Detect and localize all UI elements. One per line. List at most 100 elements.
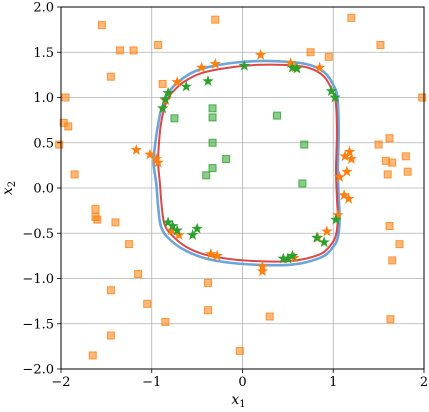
- y-axis-label: x2: [0, 181, 18, 195]
- point-s1-12: [339, 150, 351, 162]
- point-s0-25: [204, 306, 213, 315]
- point-s0-38: [418, 93, 427, 102]
- point-s1-14: [341, 165, 353, 177]
- point-s2-4: [208, 138, 217, 147]
- point-s0-11: [64, 122, 73, 131]
- point-s0-37: [374, 140, 383, 149]
- y-tick-label-8: 2.0: [33, 1, 54, 16]
- point-s3-13: [191, 222, 203, 234]
- point-s0-20: [143, 299, 152, 308]
- x-axis-label: x1: [231, 392, 245, 410]
- point-s0-34: [381, 156, 390, 165]
- x-tick-label-4: 2: [420, 375, 428, 390]
- point-s0-1: [115, 46, 124, 55]
- point-s1-26: [342, 192, 355, 204]
- point-s0-24: [204, 279, 213, 288]
- point-s0-19: [106, 286, 115, 295]
- x-tick-label-3: 1: [329, 375, 337, 390]
- point-s0-0: [97, 21, 106, 30]
- point-s1-16: [166, 224, 178, 236]
- point-s3-8: [325, 85, 338, 97]
- point-s3-3: [180, 80, 192, 92]
- boundary-curve-1: [157, 63, 339, 263]
- point-s1-6: [313, 61, 326, 73]
- point-s1-19: [211, 249, 223, 261]
- point-s2-1: [208, 113, 217, 122]
- data-points: [55, 13, 427, 360]
- point-s1-10: [150, 153, 162, 164]
- point-s0-32: [403, 167, 412, 176]
- point-s3-4: [202, 75, 214, 87]
- point-s1-27: [338, 189, 350, 201]
- point-s2-6: [222, 155, 231, 164]
- y-axis-label-subscript: 2: [7, 181, 18, 187]
- y-tick-label-6: 1.0: [33, 91, 54, 106]
- y-tick-label-1: −1.5: [22, 317, 54, 332]
- point-s1-0: [209, 58, 221, 69]
- x-tick-label-1: −1: [142, 375, 161, 390]
- point-s3-17: [286, 249, 299, 261]
- point-s0-28: [386, 315, 395, 324]
- point-s0-8: [158, 79, 167, 88]
- point-s3-0: [156, 102, 169, 114]
- point-s0-35: [401, 152, 410, 161]
- point-s0-3: [154, 41, 163, 50]
- point-s1-13: [345, 153, 358, 164]
- point-s1-21: [256, 265, 269, 277]
- point-s2-9: [298, 179, 307, 188]
- point-s1-11: [152, 156, 164, 168]
- point-s3-1: [159, 93, 172, 105]
- point-s0-6: [376, 41, 385, 50]
- point-s2-3: [272, 111, 281, 120]
- point-s0-17: [125, 240, 134, 249]
- point-s0-31: [385, 222, 394, 231]
- boundary-curves: [152, 59, 341, 267]
- y-tick-label-0: −2.0: [22, 363, 54, 378]
- y-tick-label-4: 0.0: [33, 182, 54, 197]
- point-s0-26: [265, 312, 274, 321]
- point-s1-18: [205, 248, 217, 259]
- point-s3-15: [277, 252, 290, 264]
- point-s0-40: [324, 52, 333, 61]
- point-s2-2: [170, 114, 179, 123]
- point-s1-9: [144, 148, 156, 160]
- point-s2-0: [208, 104, 217, 113]
- point-s0-36: [385, 134, 394, 143]
- point-s3-16: [282, 252, 294, 264]
- point-s0-9: [61, 93, 70, 102]
- point-s3-20: [330, 213, 342, 225]
- y-tick-label-5: 0.5: [33, 136, 54, 151]
- point-s1-1: [195, 61, 208, 73]
- point-s3-12: [171, 224, 183, 236]
- point-s1-15: [333, 171, 346, 182]
- point-s1-24: [321, 225, 333, 237]
- x-tick-label-0: −2: [51, 375, 70, 390]
- point-s0-7: [106, 72, 115, 81]
- point-s0-4: [211, 15, 220, 24]
- point-s0-2: [129, 46, 138, 55]
- point-s1-3: [254, 48, 267, 60]
- point-s1-17: [173, 229, 185, 240]
- point-s0-13: [70, 170, 79, 179]
- point-s0-14: [91, 204, 100, 213]
- point-s3-2: [162, 86, 174, 98]
- tick-labels: −2 −1 0 1 2 −2.0 −1.5 −1.0 −0.5 0.0 0.5 1.0 1.5 2.0: [22, 1, 428, 391]
- boundary-curve-0: [152, 59, 341, 267]
- point-s0-23: [88, 351, 97, 360]
- point-s3-10: [162, 216, 174, 228]
- point-s0-29: [388, 256, 397, 265]
- point-s3-18: [311, 231, 323, 243]
- point-s3-11: [166, 220, 179, 231]
- point-s2-8: [202, 171, 211, 180]
- point-s1-8: [130, 143, 143, 155]
- x-axis-label-subscript: 1: [239, 399, 245, 410]
- point-s1-28: [343, 145, 356, 157]
- point-s0-12: [55, 140, 64, 149]
- point-s0-21: [106, 331, 115, 340]
- point-s3-5: [238, 59, 251, 71]
- point-s3-14: [186, 229, 199, 240]
- point-s2-7: [208, 164, 217, 173]
- point-s0-27: [235, 346, 244, 355]
- point-s0-30: [395, 240, 404, 249]
- point-s0-16: [93, 215, 102, 224]
